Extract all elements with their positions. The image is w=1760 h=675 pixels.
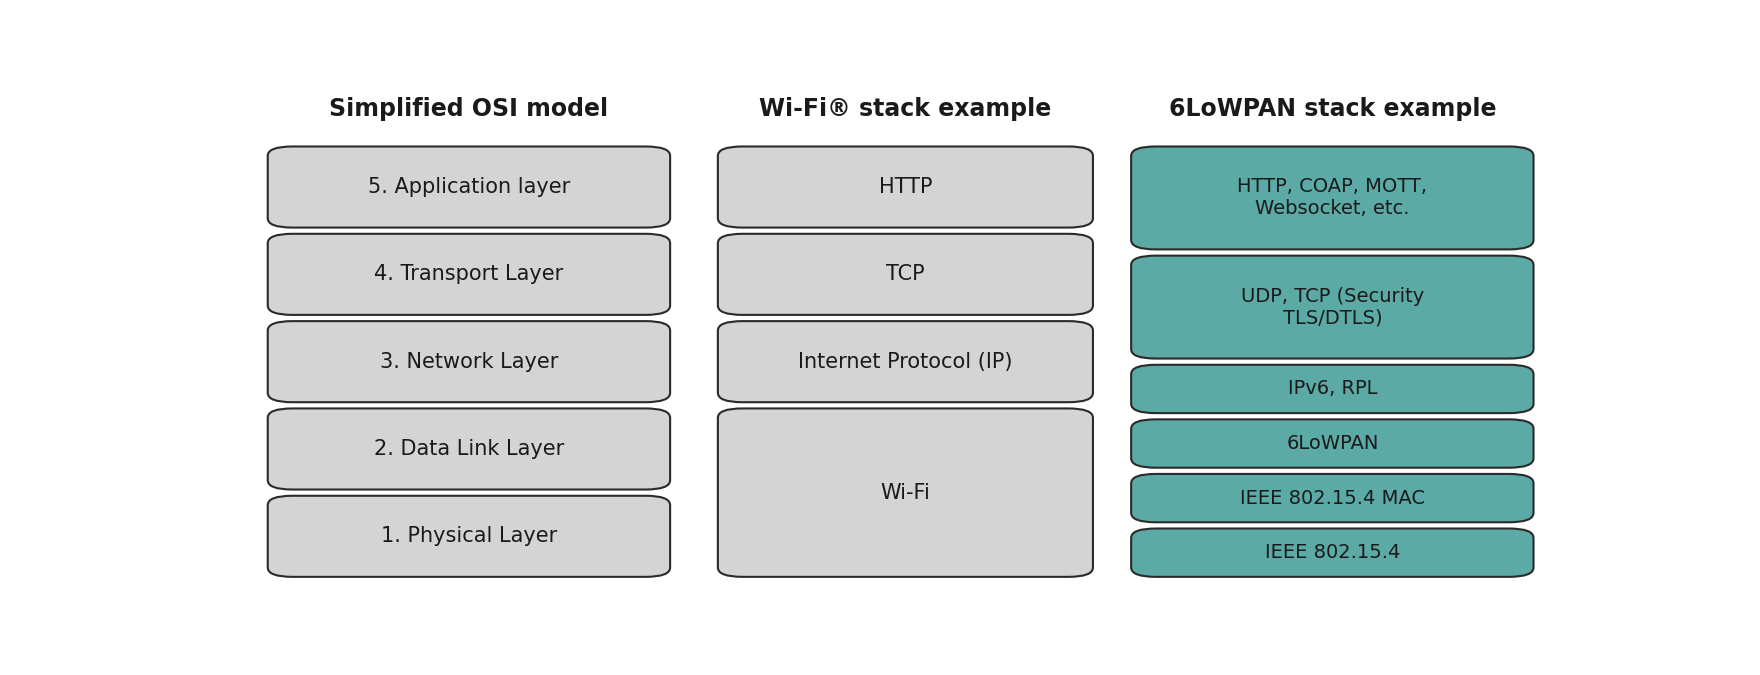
FancyBboxPatch shape bbox=[718, 146, 1093, 227]
Text: IEEE 802.15.4 MAC: IEEE 802.15.4 MAC bbox=[1239, 489, 1426, 508]
FancyBboxPatch shape bbox=[1132, 474, 1533, 522]
FancyBboxPatch shape bbox=[268, 146, 671, 227]
FancyBboxPatch shape bbox=[1132, 419, 1533, 468]
FancyBboxPatch shape bbox=[718, 408, 1093, 577]
FancyBboxPatch shape bbox=[718, 234, 1093, 315]
FancyBboxPatch shape bbox=[718, 321, 1093, 402]
FancyBboxPatch shape bbox=[268, 321, 671, 402]
Text: 6LoWPAN stack example: 6LoWPAN stack example bbox=[1169, 97, 1496, 121]
Text: 4. Transport Layer: 4. Transport Layer bbox=[375, 265, 563, 284]
Text: TCP: TCP bbox=[885, 265, 924, 284]
Text: 6LoWPAN: 6LoWPAN bbox=[1287, 434, 1378, 453]
Text: 1. Physical Layer: 1. Physical Layer bbox=[380, 526, 558, 546]
Text: IPv6, RPL: IPv6, RPL bbox=[1288, 379, 1376, 398]
FancyBboxPatch shape bbox=[268, 408, 671, 489]
Text: IEEE 802.15.4: IEEE 802.15.4 bbox=[1265, 543, 1399, 562]
FancyBboxPatch shape bbox=[268, 495, 671, 577]
Text: HTTP: HTTP bbox=[878, 177, 933, 197]
Text: 5. Application layer: 5. Application layer bbox=[368, 177, 570, 197]
FancyBboxPatch shape bbox=[1132, 529, 1533, 577]
FancyBboxPatch shape bbox=[268, 234, 671, 315]
Text: 2. Data Link Layer: 2. Data Link Layer bbox=[373, 439, 563, 459]
Text: Simplified OSI model: Simplified OSI model bbox=[329, 97, 609, 121]
FancyBboxPatch shape bbox=[1132, 146, 1533, 249]
Text: Wi-Fi: Wi-Fi bbox=[880, 483, 931, 503]
FancyBboxPatch shape bbox=[1132, 256, 1533, 358]
Text: Wi-Fi® stack example: Wi-Fi® stack example bbox=[759, 97, 1051, 121]
Text: HTTP, COAP, MOTT,
Websocket, etc.: HTTP, COAP, MOTT, Websocket, etc. bbox=[1237, 178, 1427, 219]
FancyBboxPatch shape bbox=[1132, 364, 1533, 413]
Text: 3. Network Layer: 3. Network Layer bbox=[380, 352, 558, 372]
Text: Internet Protocol (IP): Internet Protocol (IP) bbox=[799, 352, 1012, 372]
Text: UDP, TCP (Security
TLS/DTLS): UDP, TCP (Security TLS/DTLS) bbox=[1241, 287, 1424, 327]
